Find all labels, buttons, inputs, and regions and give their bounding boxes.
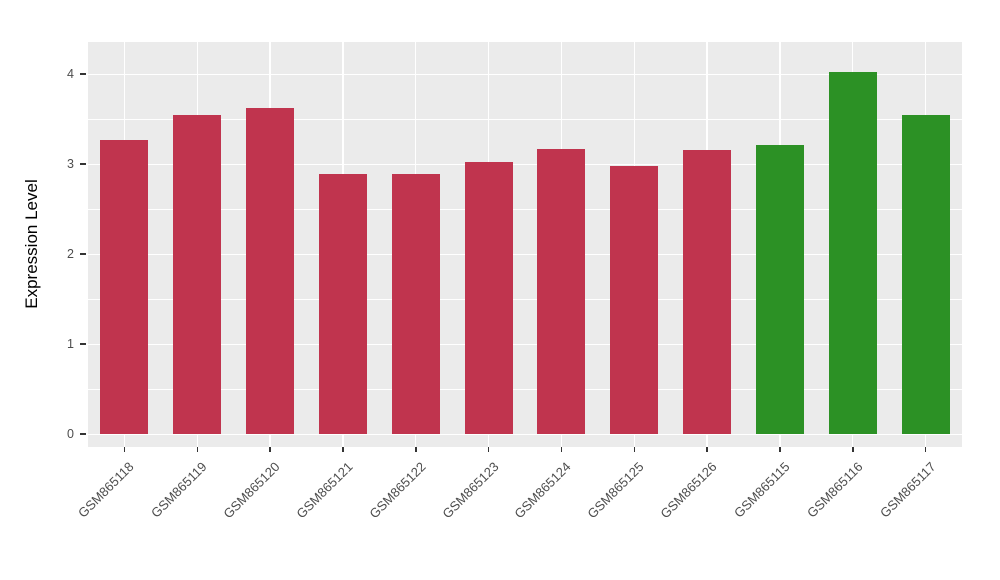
x-tick-label-GSM865119: GSM865119 <box>148 459 210 521</box>
x-tick-label-GSM865124: GSM865124 <box>511 459 575 522</box>
bar-GSM865118 <box>100 139 149 434</box>
x-tick-mark <box>487 447 490 452</box>
bar-GSM865123 <box>464 162 513 434</box>
bar-GSM865116 <box>828 72 877 434</box>
major-gridline <box>88 74 962 76</box>
bar-GSM865125 <box>610 165 659 434</box>
y-tick-mark <box>80 343 86 345</box>
x-tick-mark <box>706 447 708 452</box>
x-tick-mark <box>196 447 198 452</box>
x-tick-label-GSM865123: GSM865123 <box>438 459 502 522</box>
x-tick-label-GSM865121: GSM865121 <box>293 459 356 522</box>
y-tick-mark <box>80 433 86 435</box>
x-tick-mark <box>633 447 635 452</box>
x-tick-label-GSM865120: GSM865120 <box>220 459 283 522</box>
y-tick-label: 3 <box>67 157 74 171</box>
x-tick-mark <box>342 447 344 452</box>
minor-gridline <box>88 119 962 120</box>
x-tick-label-GSM865122: GSM865122 <box>366 459 429 522</box>
x-tick-mark <box>779 447 781 452</box>
y-tick-mark <box>80 73 86 75</box>
x-tick-mark <box>269 447 271 452</box>
x-tick-label-GSM865115: GSM865115 <box>730 459 793 521</box>
x-tick-mark <box>852 447 854 452</box>
y-tick-label: 2 <box>67 247 74 261</box>
y-tick-label: 4 <box>67 67 74 81</box>
x-tick-mark <box>924 447 927 452</box>
x-tick-mark <box>123 447 126 452</box>
plot-panel <box>88 42 962 447</box>
x-tick-label-GSM865117: GSM865117 <box>876 459 939 521</box>
y-tick-mark <box>80 253 86 255</box>
x-tick-mark <box>560 447 563 452</box>
x-tick-label-GSM865116: GSM865116 <box>803 459 866 521</box>
bar-GSM865120 <box>246 108 295 434</box>
minor-gridline <box>88 209 962 210</box>
bar-GSM865115 <box>755 145 804 434</box>
x-tick-mark <box>415 447 417 452</box>
x-tick-label-GSM865126: GSM865126 <box>657 459 720 522</box>
y-tick-mark <box>80 163 86 165</box>
bar-GSM865119 <box>173 114 222 434</box>
bar-GSM865122 <box>391 173 440 434</box>
bar-GSM865117 <box>901 114 950 434</box>
y-tick-label: 1 <box>67 337 74 351</box>
x-tick-label-GSM865125: GSM865125 <box>584 459 647 522</box>
x-tick-label-GSM865118: GSM865118 <box>75 459 138 521</box>
bar-GSM865126 <box>683 149 732 434</box>
major-gridline <box>88 254 962 256</box>
minor-gridline <box>88 389 962 390</box>
minor-gridline <box>88 299 962 300</box>
bar-GSM865121 <box>318 173 367 434</box>
y-axis: 0 1 2 3 4 <box>0 42 88 447</box>
major-gridline <box>88 164 962 166</box>
major-gridline <box>88 344 962 346</box>
bar-GSM865124 <box>537 148 586 434</box>
y-tick-label: 0 <box>67 427 74 441</box>
major-gridline <box>88 434 962 436</box>
x-axis: GSM865118 GSM865119 GSM865120 GSM865121 GSM8… <box>75 447 962 577</box>
